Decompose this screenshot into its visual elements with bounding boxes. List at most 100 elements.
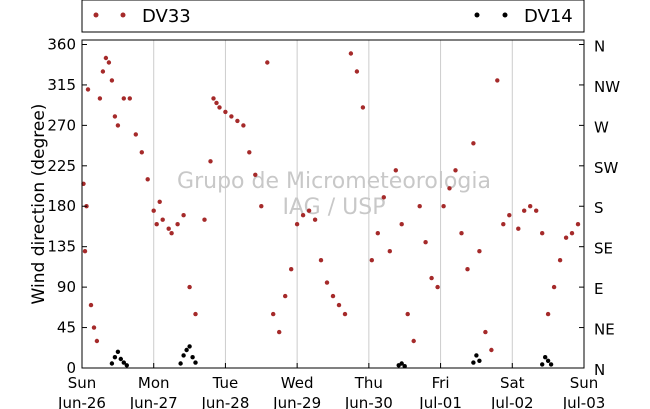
y-axis-label: Wind direction (degree) [29,104,49,305]
data-point-dv33 [271,311,276,317]
y-tick-label: 45 [57,319,76,337]
data-point-dv33 [145,177,150,182]
legend-marker-dv14 [474,12,480,18]
data-point-dv33 [387,249,392,254]
data-point-dv14 [181,353,186,358]
y-tick-label-right: SE [594,240,613,258]
data-point-dv33 [208,159,213,164]
data-point-dv33 [247,150,252,155]
data-point-dv33 [166,226,171,231]
data-point-dv33 [336,302,342,308]
x-tick-day: Wed [281,374,314,392]
data-point-dv33 [109,78,115,83]
data-point-dv14 [477,358,482,363]
y-tick-label: 360 [47,35,76,53]
data-point-dv33 [563,235,569,240]
data-point-dv33 [557,258,563,263]
data-point-dv14 [178,361,183,366]
watermark-line-2: IAG / USP [283,195,386,220]
data-point-dv33 [94,338,100,344]
x-tick-date: Jun-26 [57,394,106,409]
data-point-dv33 [342,311,348,317]
scatter-points [81,51,581,369]
legend-label-dv14: DV14 [524,6,573,27]
x-tick-day: Tue [212,374,239,392]
data-point-dv33 [354,69,360,74]
data-point-dv33 [435,284,440,290]
legend-marker-dv14 [502,12,508,18]
y-tick-label: 135 [47,238,76,256]
data-point-dv14 [190,355,195,360]
data-point-dv33 [575,222,581,227]
data-point-dv14 [474,353,479,358]
data-point-dv33 [300,213,306,218]
x-tick-day: Sun [570,374,599,392]
data-point-dv33 [534,208,539,213]
data-point-dv33 [127,96,132,101]
y-tick-label-right: S [594,199,604,217]
x-tick-day: Thu [354,374,383,392]
data-point-dv33 [151,208,156,213]
data-point-dv33 [465,267,470,272]
data-point-dv33 [429,275,434,281]
data-point-dv33 [399,222,404,227]
y-tick-label-right: SW [594,159,619,177]
data-point-dv33 [294,222,300,227]
legend-marker-dv33 [120,12,126,18]
y-axis-left: 0 45 90 135 180 225 270 315 360 [47,35,87,377]
x-tick-date: Jul-01 [418,394,462,409]
data-point-dv33 [453,168,458,173]
x-tick-day: Mon [138,374,170,392]
data-point-dv33 [459,231,464,236]
data-point-dv33 [235,118,240,124]
data-point-dv33 [381,195,386,200]
data-point-dv14 [193,360,198,365]
data-point-dv33 [330,293,336,299]
data-point-dv33 [202,217,207,222]
data-point-dv14 [184,347,189,353]
data-point-dv33 [318,258,324,263]
data-point-dv33 [115,123,121,128]
x-tick-date: Jun-29 [272,394,321,409]
x-tick-day: Sat [500,374,525,392]
data-point-dv33 [193,311,198,317]
data-point-dv33 [411,338,416,344]
data-point-dv33 [423,240,428,245]
data-point-dv33 [441,204,446,209]
data-point-dv33 [97,96,103,101]
data-point-dv33 [522,208,527,213]
data-point-dv14 [118,356,124,362]
data-point-dv14 [471,360,476,365]
data-point-dv14 [187,344,192,349]
y-tick-label: 225 [47,157,76,175]
x-tick-date: Jun-28 [200,394,249,409]
data-point-dv14 [548,362,554,367]
legend-entry-dv14: DV14 [474,6,573,27]
data-point-dv33 [265,60,270,65]
data-point-dv33 [348,51,354,56]
data-point-dv14 [109,361,115,366]
vertical-gridlines [153,40,513,368]
legend-entry-dv33: DV33 [93,6,191,27]
data-point-dv33 [375,231,380,236]
y-axis-right: N NE E SE S SW W NW N [579,37,620,379]
data-point-dv33 [91,325,97,330]
y-tick-label: 270 [47,116,76,134]
data-point-dv33 [154,222,159,227]
data-point-dv14 [124,363,129,368]
data-point-dv33 [175,222,180,227]
legend-marker-dv33 [93,12,99,18]
data-point-dv33 [495,78,500,83]
data-point-dv14 [545,358,551,363]
data-point-dv33 [283,293,288,299]
data-point-dv33 [85,87,91,92]
data-point-dv33 [569,231,575,236]
data-point-dv33 [214,100,219,106]
data-point-dv33 [106,60,112,65]
legend-box [81,0,585,33]
y-tick-label-right: N [594,37,605,55]
data-point-dv33 [253,172,258,177]
y-tick-label: 180 [47,197,76,215]
data-point-dv33 [223,109,228,115]
